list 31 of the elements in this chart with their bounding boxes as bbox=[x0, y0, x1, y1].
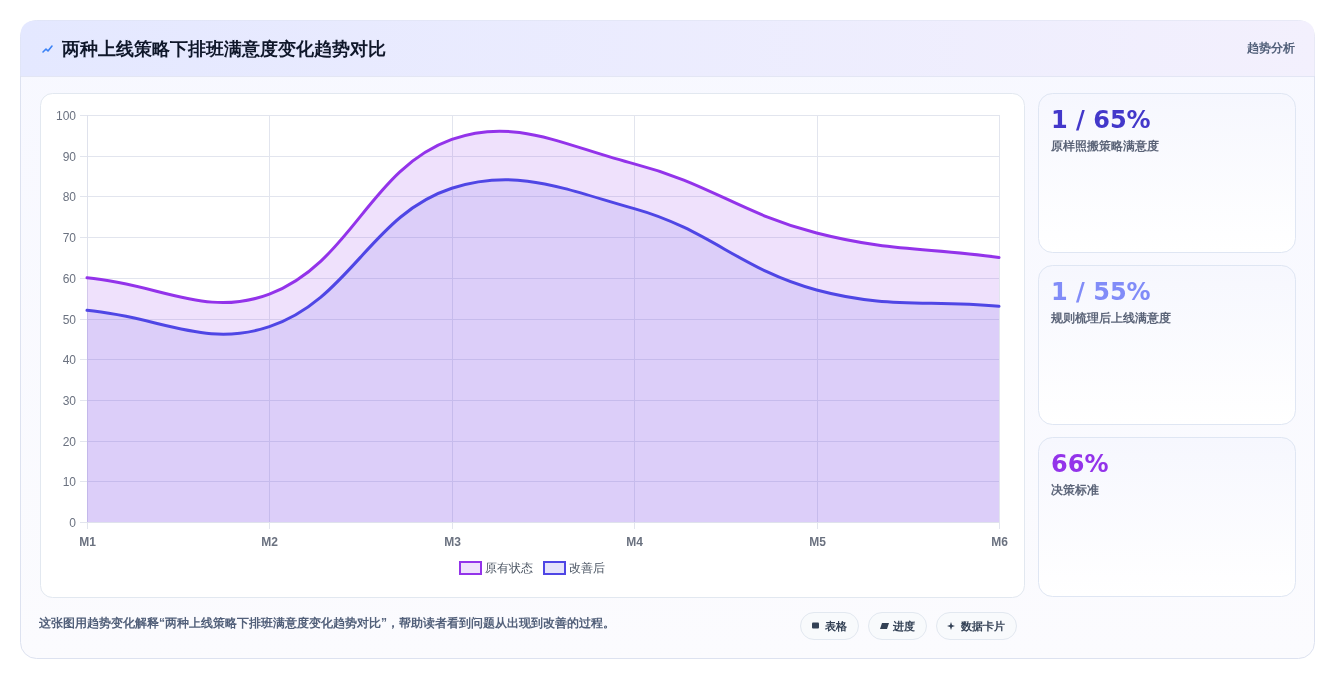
legend-label: 原有状态 bbox=[485, 561, 533, 575]
text: 1 / 55% bbox=[1051, 278, 1151, 306]
y-tick-label: 60 bbox=[62, 272, 77, 286]
text: 规则梳理后上线满意度 bbox=[1050, 311, 1171, 325]
text: 这张图用趋势变化解释“两种上线策略下排班满意度变化趋势对比”，帮助读者看到问题从出现到改善的过程。 bbox=[38, 616, 615, 630]
legend-label: 改善后 bbox=[569, 561, 605, 575]
text: 决策标准 bbox=[1051, 483, 1099, 497]
text: 66% bbox=[1051, 450, 1109, 478]
x-tick-label: M4 bbox=[626, 535, 644, 549]
y-tick-label: 80 bbox=[62, 190, 77, 204]
y-tick-label: 70 bbox=[62, 231, 77, 245]
chart-title: 两种上线策略下排班满意度变化趋势对比 bbox=[61, 39, 386, 59]
text: 1 / 65% bbox=[1051, 106, 1151, 134]
x-tick-label: M2 bbox=[261, 535, 279, 549]
text: 趋势分析 bbox=[1246, 41, 1295, 55]
x-tick-label: M3 bbox=[444, 535, 462, 549]
y-tick-label: 10 bbox=[62, 475, 77, 489]
badge: 进度 bbox=[868, 612, 927, 640]
text: 原样照搬策略满意度 bbox=[1050, 139, 1159, 153]
y-tick-label: 30 bbox=[62, 394, 77, 408]
badge: 数据卡片 bbox=[936, 612, 1017, 640]
y-tick-label: 20 bbox=[62, 435, 77, 449]
x-tick-label: M5 bbox=[809, 535, 827, 549]
y-tick-label: 50 bbox=[62, 313, 77, 327]
y-tick-label: 40 bbox=[62, 353, 77, 367]
y-tick-label: 90 bbox=[62, 150, 77, 164]
x-tick-label: M1 bbox=[79, 535, 97, 549]
x-tick-label: M6 bbox=[991, 535, 1009, 549]
y-tick-label: 0 bbox=[69, 516, 77, 530]
y-tick-label: 100 bbox=[55, 109, 77, 123]
badge: 表格 bbox=[800, 612, 859, 640]
